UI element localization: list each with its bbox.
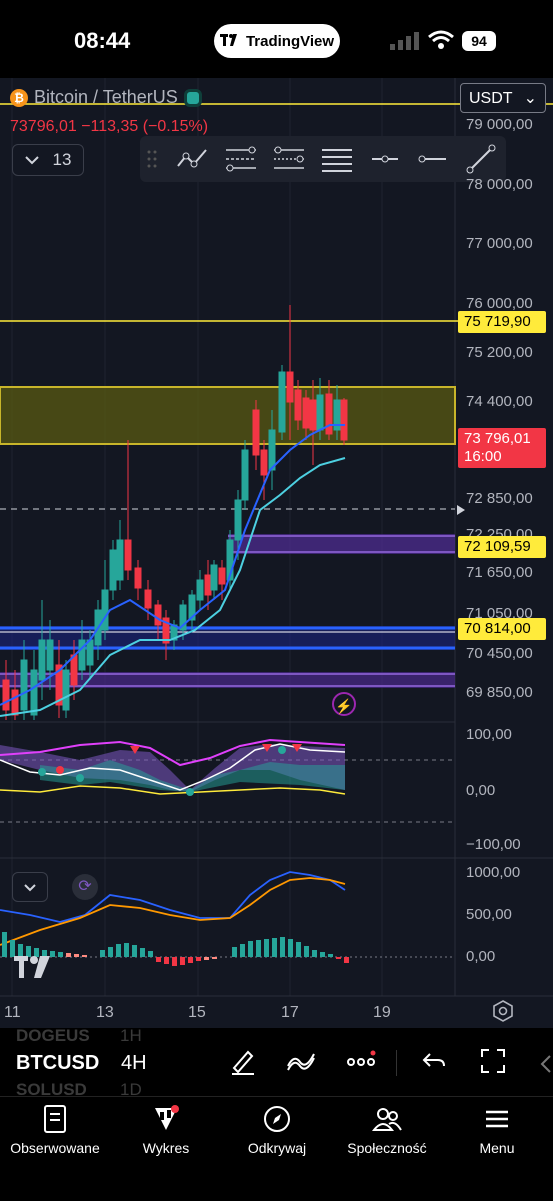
community-icon bbox=[371, 1108, 402, 1131]
lightning-icon[interactable]: ⚡ bbox=[332, 692, 356, 716]
nav-community[interactable]: Społeczność bbox=[332, 1104, 442, 1156]
slow-ma-line bbox=[0, 457, 346, 717]
price-axis-label: 79 000,00 bbox=[466, 116, 533, 133]
drag-handle-icon[interactable] bbox=[144, 142, 160, 176]
macd-collapse-button[interactable] bbox=[12, 872, 48, 902]
nav-discover[interactable]: Odkrywaj bbox=[222, 1104, 332, 1156]
chevron-down-icon bbox=[24, 879, 36, 895]
tradingview-pill: TradingView bbox=[214, 24, 340, 58]
signal-icon bbox=[390, 32, 420, 55]
lines-menu-icon[interactable] bbox=[320, 142, 354, 176]
current-price-tag: 73 796,01 bbox=[458, 428, 546, 450]
oscillator-axis-label: 100,00 bbox=[466, 726, 512, 743]
interval-picker-prev[interactable]: 1H bbox=[120, 1026, 142, 1045]
nav-watchlist[interactable]: Obserwowane bbox=[0, 1104, 110, 1156]
undo-icon[interactable] bbox=[420, 1046, 450, 1076]
change-pct: (−0.15%) bbox=[142, 118, 209, 135]
trend-tool-icon[interactable] bbox=[176, 142, 210, 176]
bar-countdown: 16:00 bbox=[458, 446, 546, 468]
nav-label: Obserwowane bbox=[10, 1140, 100, 1156]
interval-picker-next[interactable]: 1D bbox=[120, 1080, 142, 1099]
trend-line-icon[interactable] bbox=[464, 142, 498, 176]
time-axis-label: 19 bbox=[373, 1004, 391, 1021]
chevron-down-icon bbox=[24, 150, 39, 170]
price-axis-label: 69 850,00 bbox=[466, 684, 533, 701]
toolbar-scroll-icon[interactable] bbox=[538, 1054, 552, 1079]
horizontal-ray-icon[interactable] bbox=[368, 142, 402, 176]
drawing-toolbar bbox=[140, 136, 506, 182]
macd-axis-label: 0,00 bbox=[466, 948, 496, 965]
status-time: 08:44 bbox=[74, 28, 131, 53]
time-axis-label: 15 bbox=[188, 1004, 206, 1021]
nav-chart[interactable]: Wykres bbox=[111, 1104, 221, 1156]
price-axis-label: 77 000,00 bbox=[466, 235, 533, 252]
bottom-nav bbox=[0, 1096, 553, 1201]
price-axis-label: 78 000,00 bbox=[466, 176, 533, 193]
horizontal-line-icon[interactable] bbox=[416, 142, 450, 176]
price-axis-label: 70 450,00 bbox=[466, 645, 533, 662]
price-axis-label: 71 650,00 bbox=[466, 564, 533, 581]
nav-label: Społeczność bbox=[347, 1140, 427, 1156]
tradingview-logo-icon bbox=[219, 33, 240, 50]
indicators-count: 13 bbox=[52, 150, 72, 169]
price-change: 73796,01 −113,35 (−0.15%) bbox=[10, 118, 208, 136]
fib-retracement-icon[interactable] bbox=[224, 142, 258, 176]
level-tag: 72 109,59 bbox=[458, 536, 546, 558]
settings-icon[interactable] bbox=[492, 1000, 516, 1024]
price-axis-label: 71 050,00 bbox=[466, 605, 533, 622]
more-options-icon[interactable] bbox=[346, 1046, 376, 1076]
level-tag: 75 719,90 bbox=[458, 311, 546, 333]
tradingview-label: TradingView bbox=[245, 32, 335, 50]
bottom-toolbar bbox=[0, 1030, 553, 1096]
battery-level: 94 bbox=[462, 31, 496, 51]
nav-label: Menu bbox=[479, 1140, 515, 1156]
level-tag: 70 814,00 bbox=[458, 618, 546, 640]
wifi-icon bbox=[428, 30, 454, 55]
fullscreen-icon[interactable] bbox=[478, 1046, 508, 1076]
symbol-picker-prev[interactable]: DOGEUS bbox=[16, 1026, 90, 1045]
chart-icon bbox=[155, 1105, 179, 1130]
compass-icon bbox=[264, 1106, 290, 1132]
indicators-icon[interactable] bbox=[286, 1046, 316, 1076]
currency-select[interactable]: USDT ⌄ bbox=[460, 83, 546, 113]
price-axis-label: 72 850,00 bbox=[466, 490, 533, 507]
fib-extension-icon[interactable] bbox=[272, 142, 306, 176]
fast-ma-line bbox=[0, 424, 345, 706]
price-axis-label: 76 000,00 bbox=[466, 295, 533, 312]
menu-icon bbox=[486, 1110, 508, 1128]
oscillator-axis-label: 0,00 bbox=[466, 782, 496, 799]
candlestick-series bbox=[2, 305, 348, 720]
bitcoin-icon: ₿ bbox=[10, 88, 28, 107]
time-axis-label: 11 bbox=[4, 1004, 21, 1021]
nav-menu[interactable]: Menu bbox=[442, 1104, 552, 1156]
indicators-toggle[interactable]: 13 bbox=[12, 144, 84, 176]
refresh-icon[interactable]: ⟳ bbox=[72, 874, 98, 900]
macd-axis-label: 500,00 bbox=[466, 906, 512, 923]
time-axis-label: 13 bbox=[96, 1004, 114, 1021]
interval-picker[interactable]: 4H bbox=[121, 1052, 147, 1074]
toolbar-divider bbox=[396, 1050, 397, 1076]
pen-draw-icon[interactable] bbox=[228, 1046, 258, 1076]
time-axis-label: 17 bbox=[281, 1004, 299, 1021]
currency-label: USDT bbox=[469, 90, 513, 107]
oscillator-axis-label: −100,00 bbox=[466, 836, 521, 853]
nav-label: Odkrywaj bbox=[247, 1140, 307, 1156]
chart-canvas[interactable] bbox=[0, 0, 553, 1030]
tradingview-watermark-icon bbox=[14, 956, 54, 984]
macd-axis-label: 1000,00 bbox=[466, 864, 521, 881]
scroll-right-icon[interactable] bbox=[456, 503, 466, 521]
price-axis-label: 74 400,00 bbox=[466, 393, 533, 410]
symbol-header[interactable]: ₿ Bitcoin / TetherUS bbox=[10, 87, 202, 108]
change-abs: −113,35 bbox=[81, 118, 139, 135]
symbol-name[interactable]: Bitcoin / TetherUS bbox=[34, 87, 178, 107]
chevron-down-icon: ⌄ bbox=[523, 90, 537, 107]
nav-label: Wykres bbox=[142, 1140, 190, 1156]
symbol-picker[interactable]: BTCUSD bbox=[16, 1052, 100, 1074]
watchlist-icon bbox=[44, 1105, 66, 1133]
last-price: 73796,01 bbox=[10, 118, 77, 135]
price-axis-label: 75 200,00 bbox=[466, 344, 533, 361]
market-open-icon bbox=[183, 88, 202, 107]
symbol-picker-next[interactable]: SOLUSD bbox=[16, 1080, 87, 1099]
